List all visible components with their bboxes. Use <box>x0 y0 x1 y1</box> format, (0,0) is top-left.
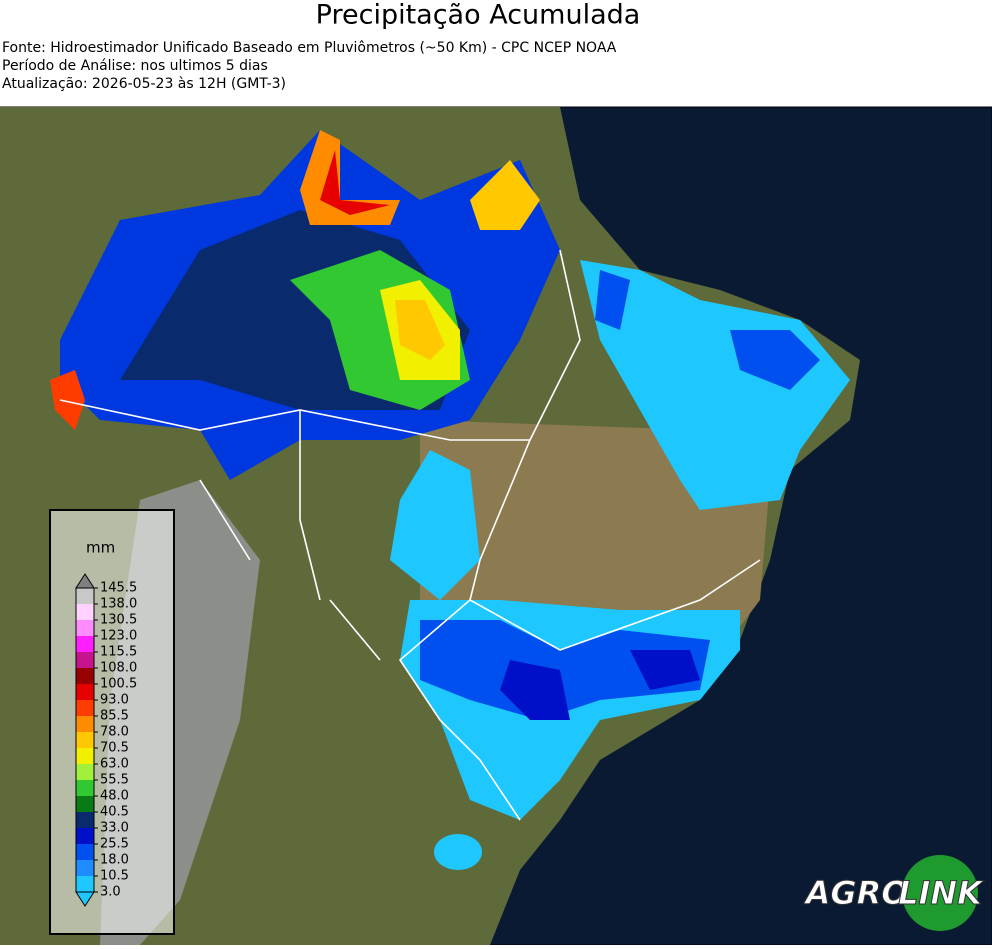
colorbar-tick-label: 100.5 <box>100 677 137 692</box>
colorbar-tick-label: 63.0 <box>100 757 129 772</box>
colorbar-tick-label: 48.0 <box>100 789 129 804</box>
colorbar-unit: mm <box>86 539 115 557</box>
rain-area <box>50 370 85 430</box>
borders <box>59 249 761 821</box>
logo-left: AGRO <box>803 874 909 912</box>
colorbar-band <box>76 620 94 636</box>
colorbar-band <box>76 796 94 812</box>
colorbar-tick-label: 85.5 <box>100 709 129 724</box>
colorbar-band <box>76 812 94 828</box>
colorbar-band <box>76 588 94 604</box>
rain-area <box>420 620 710 720</box>
rain-area <box>470 160 540 230</box>
source-line: Fonte: Hidroestimador Unificado Baseado … <box>2 40 617 56</box>
colorbar-band <box>76 876 94 892</box>
rain-area <box>320 150 390 215</box>
colorbar-tick-label: 78.0 <box>100 725 129 740</box>
map <box>0 106 992 946</box>
colorbar-band <box>76 684 94 700</box>
colorbar-band <box>76 860 94 876</box>
colorbar-box <box>49 509 175 935</box>
colorbar-tick-label: 70.5 <box>100 741 129 756</box>
colorbar-tick-label: 3.0 <box>100 885 121 900</box>
logo-circle <box>902 855 978 931</box>
logo: AGRO LINK <box>802 855 985 931</box>
rain-area <box>395 300 445 360</box>
colorbar-tick-label: 18.0 <box>100 853 129 868</box>
colorbar-band <box>76 636 94 652</box>
colorbar-band <box>76 700 94 716</box>
colorbar-tick-label: 138.0 <box>100 597 137 612</box>
colorbar-tick-label: 123.0 <box>100 629 137 644</box>
colorbar-tick-label: 55.5 <box>100 773 129 788</box>
colorbar-band <box>76 604 94 620</box>
colorbar-tick-label: 25.5 <box>100 837 129 852</box>
colorbar-tick-label: 33.0 <box>100 821 129 836</box>
title: Precipitação Acumulada <box>316 0 641 31</box>
colorbar-band <box>76 716 94 732</box>
colorbar-frame <box>75 587 95 893</box>
colorbar-band <box>76 732 94 748</box>
rain-area <box>580 260 850 510</box>
period-line: Período de Análise: nos ultimos 5 dias <box>2 58 268 74</box>
colorbar-tick-label: 115.5 <box>100 645 137 660</box>
colorbar-band <box>76 652 94 668</box>
rain-area <box>500 650 700 720</box>
colorbar-band <box>76 668 94 684</box>
colorbar-tick-label: 130.5 <box>100 613 137 628</box>
rain-area <box>390 450 480 600</box>
colorbar-tick-label: 145.5 <box>100 581 137 596</box>
logo-right: LINK <box>898 874 984 912</box>
colorbar: 145.5138.0130.5123.0115.5108.0100.593.08… <box>75 573 137 907</box>
colorbar-band <box>76 828 94 844</box>
update-line: Atualização: 2026-05-23 às 12H (GMT-3) <box>2 76 286 92</box>
rain-area <box>595 270 820 390</box>
colorbar-band <box>76 764 94 780</box>
colorbar-tick-label: 40.5 <box>100 805 129 820</box>
colorbar-tick-label: 108.0 <box>100 661 137 676</box>
rain-area <box>434 834 482 870</box>
colorbar-band <box>76 748 94 764</box>
colorbar-band <box>76 844 94 860</box>
colorbar-tick-label: 10.5 <box>100 869 129 884</box>
colorbar-tick-label: 93.0 <box>100 693 129 708</box>
colorbar-band <box>76 780 94 796</box>
